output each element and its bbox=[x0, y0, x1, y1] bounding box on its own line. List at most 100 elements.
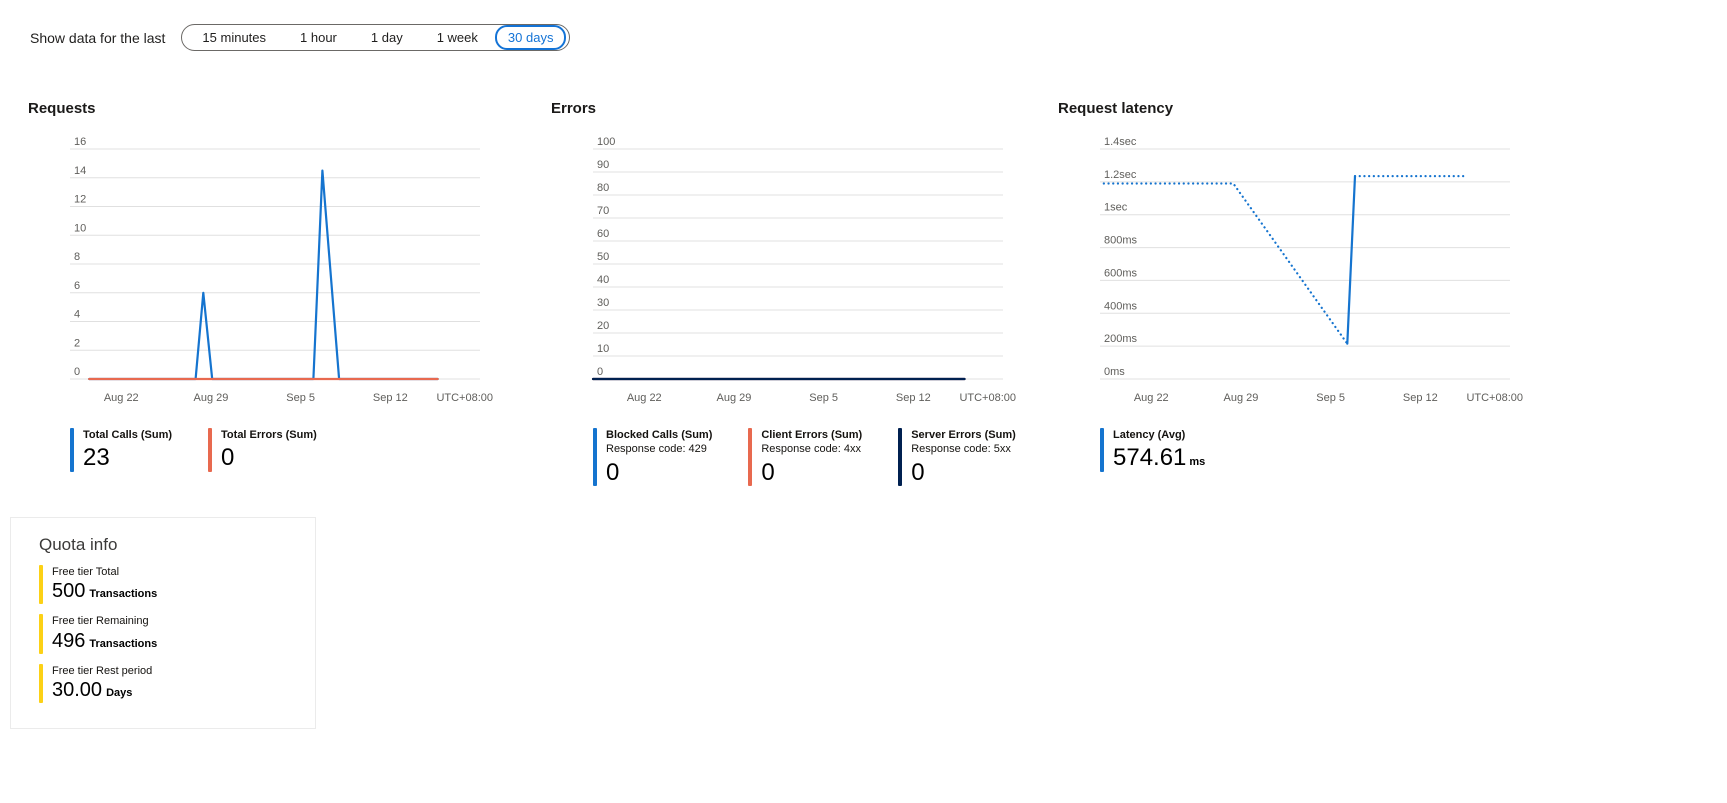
legend-value-number: 0 bbox=[221, 444, 235, 472]
svg-text:30: 30 bbox=[597, 297, 609, 309]
svg-text:50: 50 bbox=[597, 251, 609, 263]
legend-value: 23 bbox=[83, 444, 172, 472]
legend-label: Blocked Calls (Sum) bbox=[606, 429, 713, 441]
quota-value-unit: Days bbox=[106, 686, 133, 699]
legend-color-bar bbox=[593, 428, 597, 487]
legend-item-blocked-calls[interactable]: Blocked Calls (Sum) Response code: 429 0 bbox=[593, 428, 713, 487]
svg-text:Aug 29: Aug 29 bbox=[194, 392, 229, 404]
legend-sublabel: Response code: 5xx bbox=[911, 443, 1011, 456]
quota-item-free-tier-remaining: Free tier Remaining 496 Transactions bbox=[39, 614, 299, 654]
legend-value: 0 bbox=[761, 459, 862, 487]
request-latency-chart-title: Request latency bbox=[1058, 100, 1174, 117]
legend-sublabel: Response code: 4xx bbox=[761, 443, 862, 456]
requests-chart-section: Requests 0 2 4 6 8 10 12 14 16 Aug 22 Aug 29 Sep 5 S… bbox=[28, 100, 496, 472]
legend-item-total-calls[interactable]: Total Calls (Sum) 23 bbox=[70, 428, 172, 472]
svg-text:200ms: 200ms bbox=[1104, 333, 1138, 345]
legend-item-latency[interactable]: Latency (Avg) 574.61 ms bbox=[1100, 428, 1205, 472]
request-latency-chart[interactable]: 0ms 200ms 400ms 600ms 800ms 1sec 1.2sec 1.4sec A… bbox=[1058, 121, 1526, 423]
svg-text:800ms: 800ms bbox=[1104, 235, 1138, 247]
legend-value: 0 bbox=[606, 459, 712, 487]
svg-text:Aug 22: Aug 22 bbox=[627, 392, 662, 404]
quota-value-unit: Transactions bbox=[89, 637, 158, 650]
quota-item-free-tier-rest-period: Free tier Rest period 30.00 Days bbox=[39, 663, 299, 703]
svg-text:UTC+08:00: UTC+08:00 bbox=[1466, 392, 1523, 404]
svg-text:400ms: 400ms bbox=[1104, 300, 1138, 312]
svg-text:Aug 22: Aug 22 bbox=[104, 392, 139, 404]
time-option-1-day[interactable]: 1 day bbox=[370, 30, 403, 45]
request-latency-chart-section: Request latency 0ms 200ms 400ms 600ms 800ms 1… bbox=[1058, 100, 1526, 472]
svg-text:90: 90 bbox=[597, 159, 609, 171]
legend-label: Client Errors (Sum) bbox=[761, 429, 863, 441]
time-option-1-hour[interactable]: 1 hour bbox=[300, 30, 337, 45]
quota-item-free-tier-total: Free tier Total 500 Transactions bbox=[39, 565, 299, 605]
quota-color-bar bbox=[39, 614, 43, 654]
svg-text:100: 100 bbox=[597, 136, 615, 148]
time-filter-label: Show data for the last bbox=[30, 29, 166, 46]
time-range-control: 15 minutes 1 hour 1 day 1 week 30 days bbox=[181, 24, 571, 51]
svg-text:Aug 29: Aug 29 bbox=[717, 392, 752, 404]
quota-item-label: Free tier Total bbox=[52, 566, 120, 578]
svg-text:70: 70 bbox=[597, 205, 609, 217]
svg-text:1sec: 1sec bbox=[1104, 202, 1128, 214]
errors-chart-section: Errors 0 10 20 30 40 50 60 70 80 90 100 Aug 22 Aug 2… bbox=[551, 100, 1019, 487]
svg-text:12: 12 bbox=[74, 194, 86, 206]
svg-text:Aug 22: Aug 22 bbox=[1134, 392, 1169, 404]
quota-value-number: 500 bbox=[52, 580, 86, 603]
legend-value-number: 0 bbox=[911, 458, 925, 486]
svg-text:6: 6 bbox=[74, 280, 80, 292]
legend-value-number: 0 bbox=[606, 458, 620, 486]
errors-chart-title: Errors bbox=[551, 100, 597, 117]
svg-text:UTC+08:00: UTC+08:00 bbox=[959, 392, 1016, 404]
svg-text:Sep 12: Sep 12 bbox=[1403, 392, 1438, 404]
legend-item-client-errors[interactable]: Client Errors (Sum) Response code: 4xx 0 bbox=[748, 428, 863, 487]
time-option-1-week[interactable]: 1 week bbox=[436, 30, 478, 45]
quota-color-bar bbox=[39, 663, 43, 703]
svg-text:Sep 12: Sep 12 bbox=[373, 392, 408, 404]
legend-item-total-errors[interactable]: Total Errors (Sum) 0 bbox=[208, 428, 317, 472]
quota-item-value: 496 Transactions bbox=[52, 629, 157, 654]
legend-value: 0 bbox=[911, 459, 1016, 487]
legend-color-bar bbox=[748, 428, 753, 487]
svg-text:0: 0 bbox=[74, 366, 80, 378]
quota-item-label: Free tier Remaining bbox=[52, 615, 149, 628]
svg-text:0ms: 0ms bbox=[1104, 366, 1125, 378]
legend-color-bar bbox=[1100, 428, 1104, 472]
legend-value-number: 23 bbox=[83, 444, 110, 472]
svg-text:1.4sec: 1.4sec bbox=[1104, 136, 1137, 148]
legend-value: 0 bbox=[221, 444, 317, 472]
svg-text:Sep 12: Sep 12 bbox=[896, 392, 931, 404]
legend-color-bar bbox=[70, 428, 74, 472]
time-option-15-minutes[interactable]: 15 minutes bbox=[202, 30, 267, 45]
legend-value-number: 574.61 bbox=[1113, 444, 1187, 472]
legend-color-bar bbox=[898, 428, 903, 487]
legend-value-number: 0 bbox=[761, 458, 775, 486]
svg-text:10: 10 bbox=[74, 222, 86, 234]
svg-text:4: 4 bbox=[74, 309, 80, 321]
svg-text:Sep 5: Sep 5 bbox=[1316, 392, 1345, 404]
svg-text:1.2sec: 1.2sec bbox=[1104, 169, 1137, 181]
legend-sublabel: Response code: 429 bbox=[606, 443, 707, 456]
requests-chart[interactable]: 0 2 4 6 8 10 12 14 16 Aug 22 Aug 29 Sep 5 Sep 12 UTC+… bbox=[28, 121, 496, 423]
errors-chart[interactable]: 0 10 20 30 40 50 60 70 80 90 100 Aug 22 Aug 29 Sep 5 S… bbox=[551, 121, 1019, 423]
svg-text:60: 60 bbox=[597, 228, 609, 240]
legend-value: 574.61 ms bbox=[1113, 444, 1205, 472]
quota-info-card: Quota info Free tier Total 500 Transactio… bbox=[10, 517, 316, 729]
quota-value-number: 30.00 bbox=[52, 678, 103, 701]
legend-color-bar bbox=[208, 428, 213, 472]
quota-item-value: 500 Transactions bbox=[52, 579, 157, 604]
svg-text:600ms: 600ms bbox=[1104, 267, 1138, 279]
svg-text:2: 2 bbox=[74, 337, 80, 349]
legend-item-server-errors[interactable]: Server Errors (Sum) Response code: 5xx 0 bbox=[898, 428, 1016, 487]
svg-text:40: 40 bbox=[597, 274, 609, 286]
quota-color-bar bbox=[39, 565, 43, 605]
time-option-30-days[interactable]: 30 days bbox=[494, 25, 567, 50]
svg-text:Sep 5: Sep 5 bbox=[809, 392, 838, 404]
svg-text:16: 16 bbox=[74, 136, 86, 148]
svg-text:0: 0 bbox=[597, 366, 603, 378]
svg-text:Aug 29: Aug 29 bbox=[1224, 392, 1259, 404]
svg-text:Sep 5: Sep 5 bbox=[286, 392, 315, 404]
legend-label: Server Errors (Sum) bbox=[911, 429, 1016, 441]
svg-text:8: 8 bbox=[74, 251, 80, 263]
latency-legend: Latency (Avg) 574.61 ms bbox=[1058, 428, 1526, 472]
quota-item-value: 30.00 Days bbox=[52, 678, 152, 703]
